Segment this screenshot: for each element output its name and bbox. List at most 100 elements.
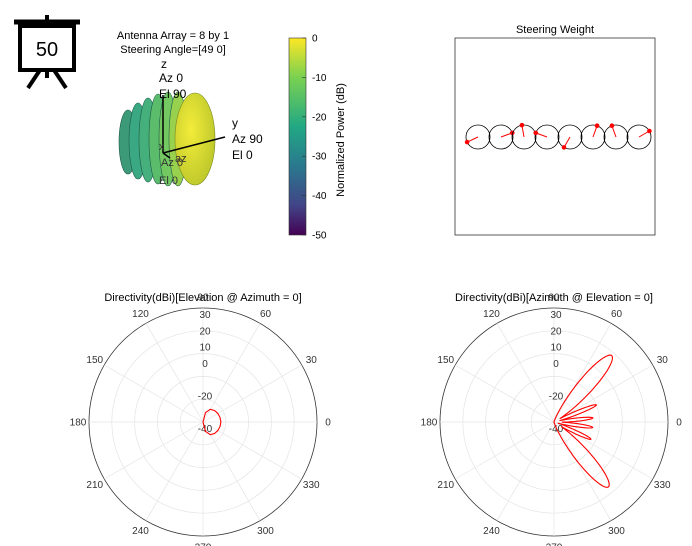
polar-grid-spoke <box>455 364 555 423</box>
polar-grid-spoke <box>455 421 555 480</box>
colorbar-gradient <box>288 37 307 236</box>
polar-azimuth-panel: Directivity(dBi)[Azimuth @ Elevation = 0… <box>421 292 683 546</box>
polar-angle-label: 150 <box>86 355 103 366</box>
polar-angle-label: 300 <box>257 526 274 537</box>
colorbar-tick-label: 0 <box>312 34 318 45</box>
polar-angle-label: 150 <box>437 355 454 366</box>
polar-angle-label: 30 <box>657 355 669 366</box>
steering-element-circle <box>626 124 652 150</box>
x-axis-name: x <box>159 141 165 153</box>
polar-angle-label: 270 <box>546 543 563 546</box>
polar-angle-label: 270 <box>195 543 212 546</box>
polar-series-line <box>202 408 222 436</box>
polar-grid-spoke <box>496 421 555 521</box>
steering-weight-marker <box>609 123 615 129</box>
polar-angle-label: 330 <box>303 480 320 491</box>
steering-element-circle <box>488 124 514 150</box>
polar-grid-spoke <box>496 323 555 423</box>
projector-badge-icon: 50 <box>14 15 80 90</box>
y-axis-az: Az 90 <box>232 132 263 146</box>
polar1-title: Directivity(dBi)[Elevation @ Azimuth = 0… <box>104 292 301 304</box>
polar-grid-spoke <box>104 364 204 423</box>
colorbar-label: Normalized Power (dB) <box>335 83 347 197</box>
polar-angle-label: 0 <box>676 418 682 429</box>
polar-grid-spoke <box>202 421 261 521</box>
polar-angle-label: 90 <box>197 293 209 304</box>
polar-angle-label: 90 <box>548 293 560 304</box>
ref-axis-name: az <box>175 153 187 165</box>
colorbar: 0 -10 -20 -30 -40 -50 Normalized Power (dB) <box>288 34 347 242</box>
steering-element-circle <box>557 124 583 150</box>
polar-grid-spoke <box>202 364 302 423</box>
x-axis-az: Az 0 <box>161 157 183 169</box>
pattern-3d-panel: Antenna Array = 8 by 1 Steering Angle=[4… <box>117 30 263 187</box>
badge-value: 50 <box>36 39 58 61</box>
polar-radial-label: 30 <box>550 310 562 321</box>
x-axis-line <box>162 152 171 159</box>
z-axis-el: El 90 <box>159 87 187 101</box>
steering-element-circle <box>534 124 560 150</box>
polar-series-line <box>553 354 614 488</box>
polar-radial-label: -40 <box>549 424 564 435</box>
steering-element-circle <box>465 124 491 150</box>
colorbar-tick-label: -50 <box>312 231 327 242</box>
polar-angle-label: 60 <box>611 309 623 320</box>
polar-angle-label: 300 <box>608 526 625 537</box>
colorbar-tick-label: -10 <box>312 73 327 84</box>
steering-title: Steering Weight <box>516 24 594 36</box>
polar-angle-label: 0 <box>325 418 331 429</box>
steering-axes <box>454 37 656 236</box>
colorbar-tick-label: -20 <box>312 112 327 123</box>
z-axis-az: Az 0 <box>159 71 183 85</box>
polar-angle-label: 210 <box>86 480 103 491</box>
steering-weight-marker <box>533 130 539 136</box>
polar-grid-spoke <box>202 421 302 480</box>
steering-weight-marker <box>464 139 470 145</box>
polar-angle-label: 30 <box>306 355 318 366</box>
colorbar-tick-label: -40 <box>312 191 327 202</box>
polar-angle-label: 180 <box>70 418 87 429</box>
polar-grid-spoke <box>104 421 204 480</box>
polar-radial-label: 0 <box>553 359 559 370</box>
polar-angle-label: 120 <box>483 309 500 320</box>
y-axis-el: El 0 <box>232 148 253 162</box>
polar-angle-label: 240 <box>483 526 500 537</box>
polar-angle-label: 120 <box>132 309 149 320</box>
polar-grid-spoke <box>553 364 653 423</box>
polar-angle-label: 60 <box>260 309 272 320</box>
steering-weight-panel: Steering Weight <box>454 24 656 236</box>
polar-radial-label: -20 <box>549 391 564 402</box>
lobe-stack <box>118 91 216 187</box>
y-axis-line <box>162 136 226 154</box>
colorbar-tick-label: -30 <box>312 152 327 163</box>
polar-elevation-panel: Directivity(dBi)[Elevation @ Azimuth = 0… <box>70 292 332 546</box>
polar-radial-label: 0 <box>202 359 208 370</box>
y-axis-name: y <box>232 116 238 130</box>
steering-weight-marker <box>594 123 600 129</box>
polar-grid-spoke <box>145 421 204 521</box>
steering-element-circle <box>603 124 629 150</box>
x-axis-el: El 0 <box>159 175 178 187</box>
steering-weight-marker <box>519 122 525 128</box>
polar-grid-spoke <box>202 323 261 423</box>
polar-radial-label: -20 <box>198 391 213 402</box>
polar-angle-label: 330 <box>654 480 671 491</box>
polar2-title: Directivity(dBi)[Azimuth @ Elevation = 0… <box>455 292 653 304</box>
polar-grid-spoke <box>553 421 612 521</box>
polar-radial-label: 10 <box>550 343 562 354</box>
pattern-title-line1: Antenna Array = 8 by 1 <box>117 30 229 42</box>
polar-angle-label: 240 <box>132 526 149 537</box>
polar-radial-label: 10 <box>199 343 211 354</box>
polar-radial-label: 20 <box>199 326 211 337</box>
polar-angle-label: 210 <box>437 480 454 491</box>
steering-element-circle <box>580 124 606 150</box>
polar-radial-label: 20 <box>550 326 562 337</box>
steering-weight-marker <box>647 128 652 134</box>
polar-grid-spoke <box>145 323 204 423</box>
z-axis-name: z <box>161 57 167 71</box>
polar-angle-label: 180 <box>421 418 438 429</box>
polar-radial-label: 30 <box>199 310 211 321</box>
steering-weight-marker <box>561 145 567 150</box>
pattern-title-line2: Steering Angle=[49 0] <box>120 44 226 56</box>
